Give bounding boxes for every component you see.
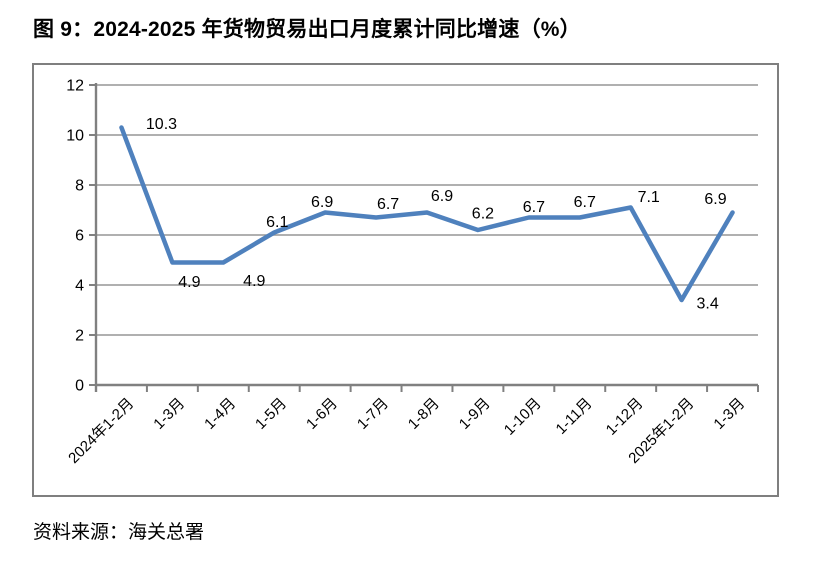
y-axis-labels: 0 2 4 6 8 10 12 bbox=[66, 78, 84, 395]
data-label: 6.9 bbox=[704, 191, 726, 208]
x-tick-label: 1-4月 bbox=[201, 395, 239, 433]
data-label: 6.7 bbox=[523, 199, 545, 216]
y-tick-label: 6 bbox=[75, 228, 84, 245]
x-tick-label: 2024年1-2月 bbox=[65, 395, 137, 467]
data-label: 3.4 bbox=[696, 296, 718, 313]
x-tick-label: 1-6月 bbox=[303, 395, 341, 433]
data-label: 6.7 bbox=[377, 196, 399, 213]
data-label: 6.2 bbox=[472, 206, 494, 223]
x-tick-label: 1-7月 bbox=[354, 395, 392, 433]
x-tick-label: 1-10月 bbox=[501, 395, 545, 439]
x-axis-labels: 2024年1-2月 1-3月 1-4月 1-5月 1-6月 1-7月 1-8月 1-9月 1-1… bbox=[65, 395, 748, 467]
x-tick-label: 1-3月 bbox=[150, 395, 188, 433]
data-label: 6.7 bbox=[574, 194, 596, 211]
data-label: 4.9 bbox=[178, 274, 200, 291]
chart-container: 10.3 4.9 4.9 6.1 6.9 6.7 6.9 6.2 6.7 6.7 7.1 3.4 6.9… bbox=[32, 63, 779, 497]
data-label: 4.9 bbox=[243, 273, 265, 290]
x-tick-label: 1-11月 bbox=[553, 395, 596, 438]
x-tick-label: 1-3月 bbox=[710, 395, 748, 433]
y-tick-label: 0 bbox=[75, 378, 84, 395]
data-label: 10.3 bbox=[146, 116, 177, 133]
y-tick-label: 4 bbox=[75, 278, 84, 295]
figure-title: 图 9：2024-2025 年货物贸易出口月度累计同比增速（%） bbox=[33, 18, 581, 41]
gridlines bbox=[96, 84, 758, 336]
data-label: 7.1 bbox=[638, 189, 660, 206]
line-chart: 10.3 4.9 4.9 6.1 6.9 6.7 6.9 6.2 6.7 6.7 7.1 3.4 6.9… bbox=[65, 78, 759, 467]
data-label: 6.9 bbox=[431, 188, 453, 205]
data-label: 6.9 bbox=[311, 194, 333, 211]
data-labels: 10.3 4.9 4.9 6.1 6.9 6.7 6.9 6.2 6.7 6.7 7.1 3.4 6.9 bbox=[146, 116, 727, 313]
source-note: 资料来源：海关总署 bbox=[33, 522, 205, 543]
x-tick-label: 1-9月 bbox=[456, 395, 494, 433]
y-tick-label: 12 bbox=[66, 78, 84, 95]
x-tick-label: 1-5月 bbox=[252, 395, 290, 433]
series-line bbox=[119, 125, 735, 303]
y-tick-label: 8 bbox=[75, 178, 84, 195]
axes bbox=[89, 83, 759, 392]
x-tick-label: 1-12月 bbox=[603, 395, 647, 439]
data-label: 6.1 bbox=[266, 214, 288, 231]
y-tick-label: 10 bbox=[66, 128, 84, 145]
y-tick-label: 2 bbox=[75, 328, 84, 345]
x-tick-label: 1-8月 bbox=[405, 395, 443, 433]
